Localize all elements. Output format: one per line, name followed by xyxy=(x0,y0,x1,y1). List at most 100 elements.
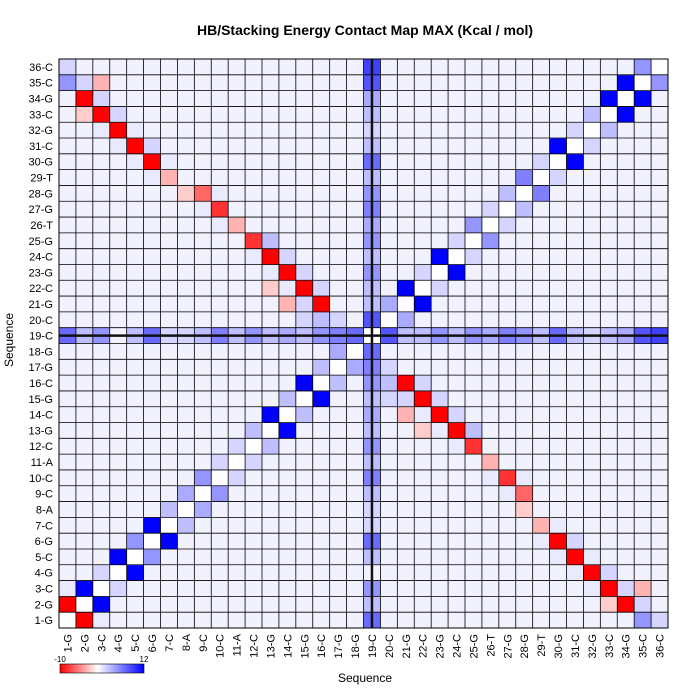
heatmap-cell xyxy=(380,564,398,581)
heatmap-cell xyxy=(498,501,517,518)
heatmap-cell xyxy=(465,217,483,234)
heatmap-cell xyxy=(329,185,347,202)
heatmap-cell xyxy=(651,343,669,360)
heatmap-cell xyxy=(312,548,330,566)
heatmap-cell xyxy=(397,138,415,155)
heatmap-cell xyxy=(329,59,347,76)
heatmap-cell xyxy=(329,201,347,218)
heatmap-cell xyxy=(75,390,94,408)
heatmap-cell xyxy=(312,422,330,439)
heatmap-cell xyxy=(312,580,330,597)
heatmap-cell xyxy=(75,138,94,155)
y-tick-label: 30-G xyxy=(29,157,53,169)
heatmap-cell xyxy=(211,485,229,502)
heatmap-cell xyxy=(549,564,567,581)
heatmap-cell xyxy=(549,90,567,107)
heatmap-cell xyxy=(59,280,77,297)
heatmap-cell xyxy=(346,201,364,218)
heatmap-cell xyxy=(397,185,415,202)
heatmap-cell xyxy=(549,264,567,281)
heatmap-cell xyxy=(92,501,111,518)
heatmap-cell xyxy=(329,454,347,471)
heatmap-cell xyxy=(414,106,432,123)
heatmap-cell xyxy=(211,501,229,518)
heatmap-cell xyxy=(583,280,601,297)
heatmap-cell xyxy=(245,548,263,566)
heatmap-cell xyxy=(465,311,483,328)
heatmap-cell xyxy=(600,390,618,408)
heatmap-cell xyxy=(126,580,144,597)
heatmap-cell xyxy=(549,74,567,91)
heatmap-cell xyxy=(92,343,111,360)
heatmap-cell xyxy=(194,311,212,328)
heatmap-cell xyxy=(634,169,652,186)
heatmap-cell xyxy=(448,501,466,518)
heatmap-cell xyxy=(634,59,652,76)
heatmap-cell xyxy=(465,454,483,471)
heatmap-cell xyxy=(295,280,314,297)
heatmap-cell xyxy=(346,548,364,566)
heatmap-cell xyxy=(532,469,550,487)
x-tick-label: 34-G xyxy=(621,634,633,658)
heatmap-cell xyxy=(75,454,94,471)
heatmap-cell xyxy=(228,580,246,597)
heatmap-cell xyxy=(59,185,77,202)
heatmap-cell xyxy=(245,422,263,439)
heatmap-cell xyxy=(312,517,330,534)
heatmap-cell xyxy=(228,248,246,265)
heatmap-cell xyxy=(380,375,398,392)
heatmap-cell xyxy=(109,422,127,439)
heatmap-cell xyxy=(126,596,144,613)
heatmap-cell xyxy=(617,390,635,408)
heatmap-cell xyxy=(160,311,178,328)
heatmap-cell xyxy=(380,201,398,218)
heatmap-cell xyxy=(228,169,246,186)
y-tick-label: 20-C xyxy=(29,315,53,327)
heatmap-cell xyxy=(245,438,263,455)
heatmap-cell xyxy=(126,217,144,234)
heatmap-cell xyxy=(177,501,195,518)
heatmap-cell xyxy=(414,232,432,249)
heatmap-cell xyxy=(515,501,533,518)
heatmap-cell xyxy=(431,422,449,439)
heatmap-cell xyxy=(414,296,432,313)
heatmap-cell xyxy=(566,122,584,139)
heatmap-cell xyxy=(515,185,533,202)
heatmap-cell xyxy=(109,153,127,170)
heatmap-cell xyxy=(651,185,669,202)
heatmap-cell xyxy=(431,564,449,581)
heatmap-cell xyxy=(262,296,280,313)
heatmap-cell xyxy=(583,138,601,155)
heatmap-cell xyxy=(515,232,533,249)
heatmap-cell xyxy=(278,517,297,534)
heatmap-cell xyxy=(59,580,77,597)
heatmap-cell xyxy=(431,90,449,107)
heatmap-cell xyxy=(651,264,669,281)
heatmap-cell xyxy=(448,438,466,455)
heatmap-cell xyxy=(160,485,178,502)
heatmap-cell xyxy=(515,548,533,566)
heatmap-cell xyxy=(295,422,314,439)
heatmap-cell xyxy=(143,548,161,566)
heatmap-cell xyxy=(448,248,466,265)
heatmap-cell xyxy=(651,548,669,566)
heatmap-cell xyxy=(431,580,449,597)
heatmap-cell xyxy=(532,343,550,360)
heatmap-cell xyxy=(651,564,669,581)
heatmap-cell xyxy=(228,232,246,249)
heatmap-cell xyxy=(346,564,364,581)
heatmap-cell xyxy=(262,438,280,455)
heatmap-cell xyxy=(346,311,364,328)
heatmap-cell xyxy=(498,59,517,76)
heatmap-cell xyxy=(228,201,246,218)
heatmap-cell xyxy=(75,548,94,566)
heatmap-cell xyxy=(194,343,212,360)
heatmap-cell xyxy=(75,422,94,439)
heatmap-cell xyxy=(262,106,280,123)
heatmap-cell xyxy=(634,106,652,123)
heatmap-cell xyxy=(414,343,432,360)
heatmap-cell xyxy=(498,564,517,581)
heatmap-cell xyxy=(143,343,161,360)
heatmap-cell xyxy=(431,217,449,234)
heatmap-cell xyxy=(634,454,652,471)
